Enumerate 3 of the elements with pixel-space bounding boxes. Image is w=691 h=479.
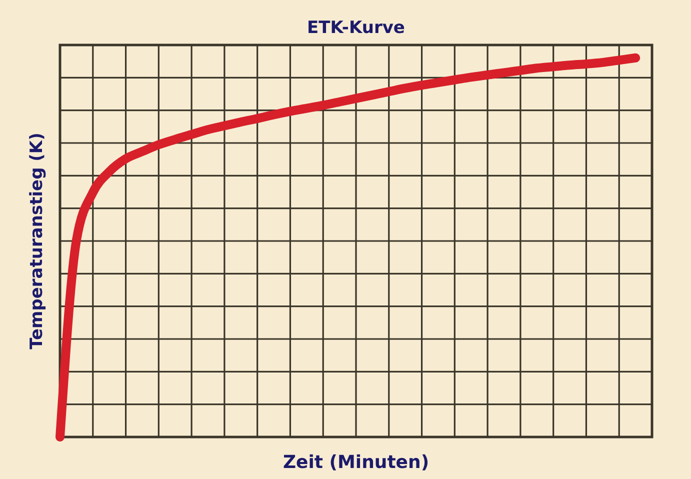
x-axis-title: Zeit (Minuten) — [282, 452, 430, 473]
y-axis-title: Temperaturanstieg (K) — [27, 132, 47, 350]
chart-title: ETK-Kurve — [307, 18, 405, 38]
